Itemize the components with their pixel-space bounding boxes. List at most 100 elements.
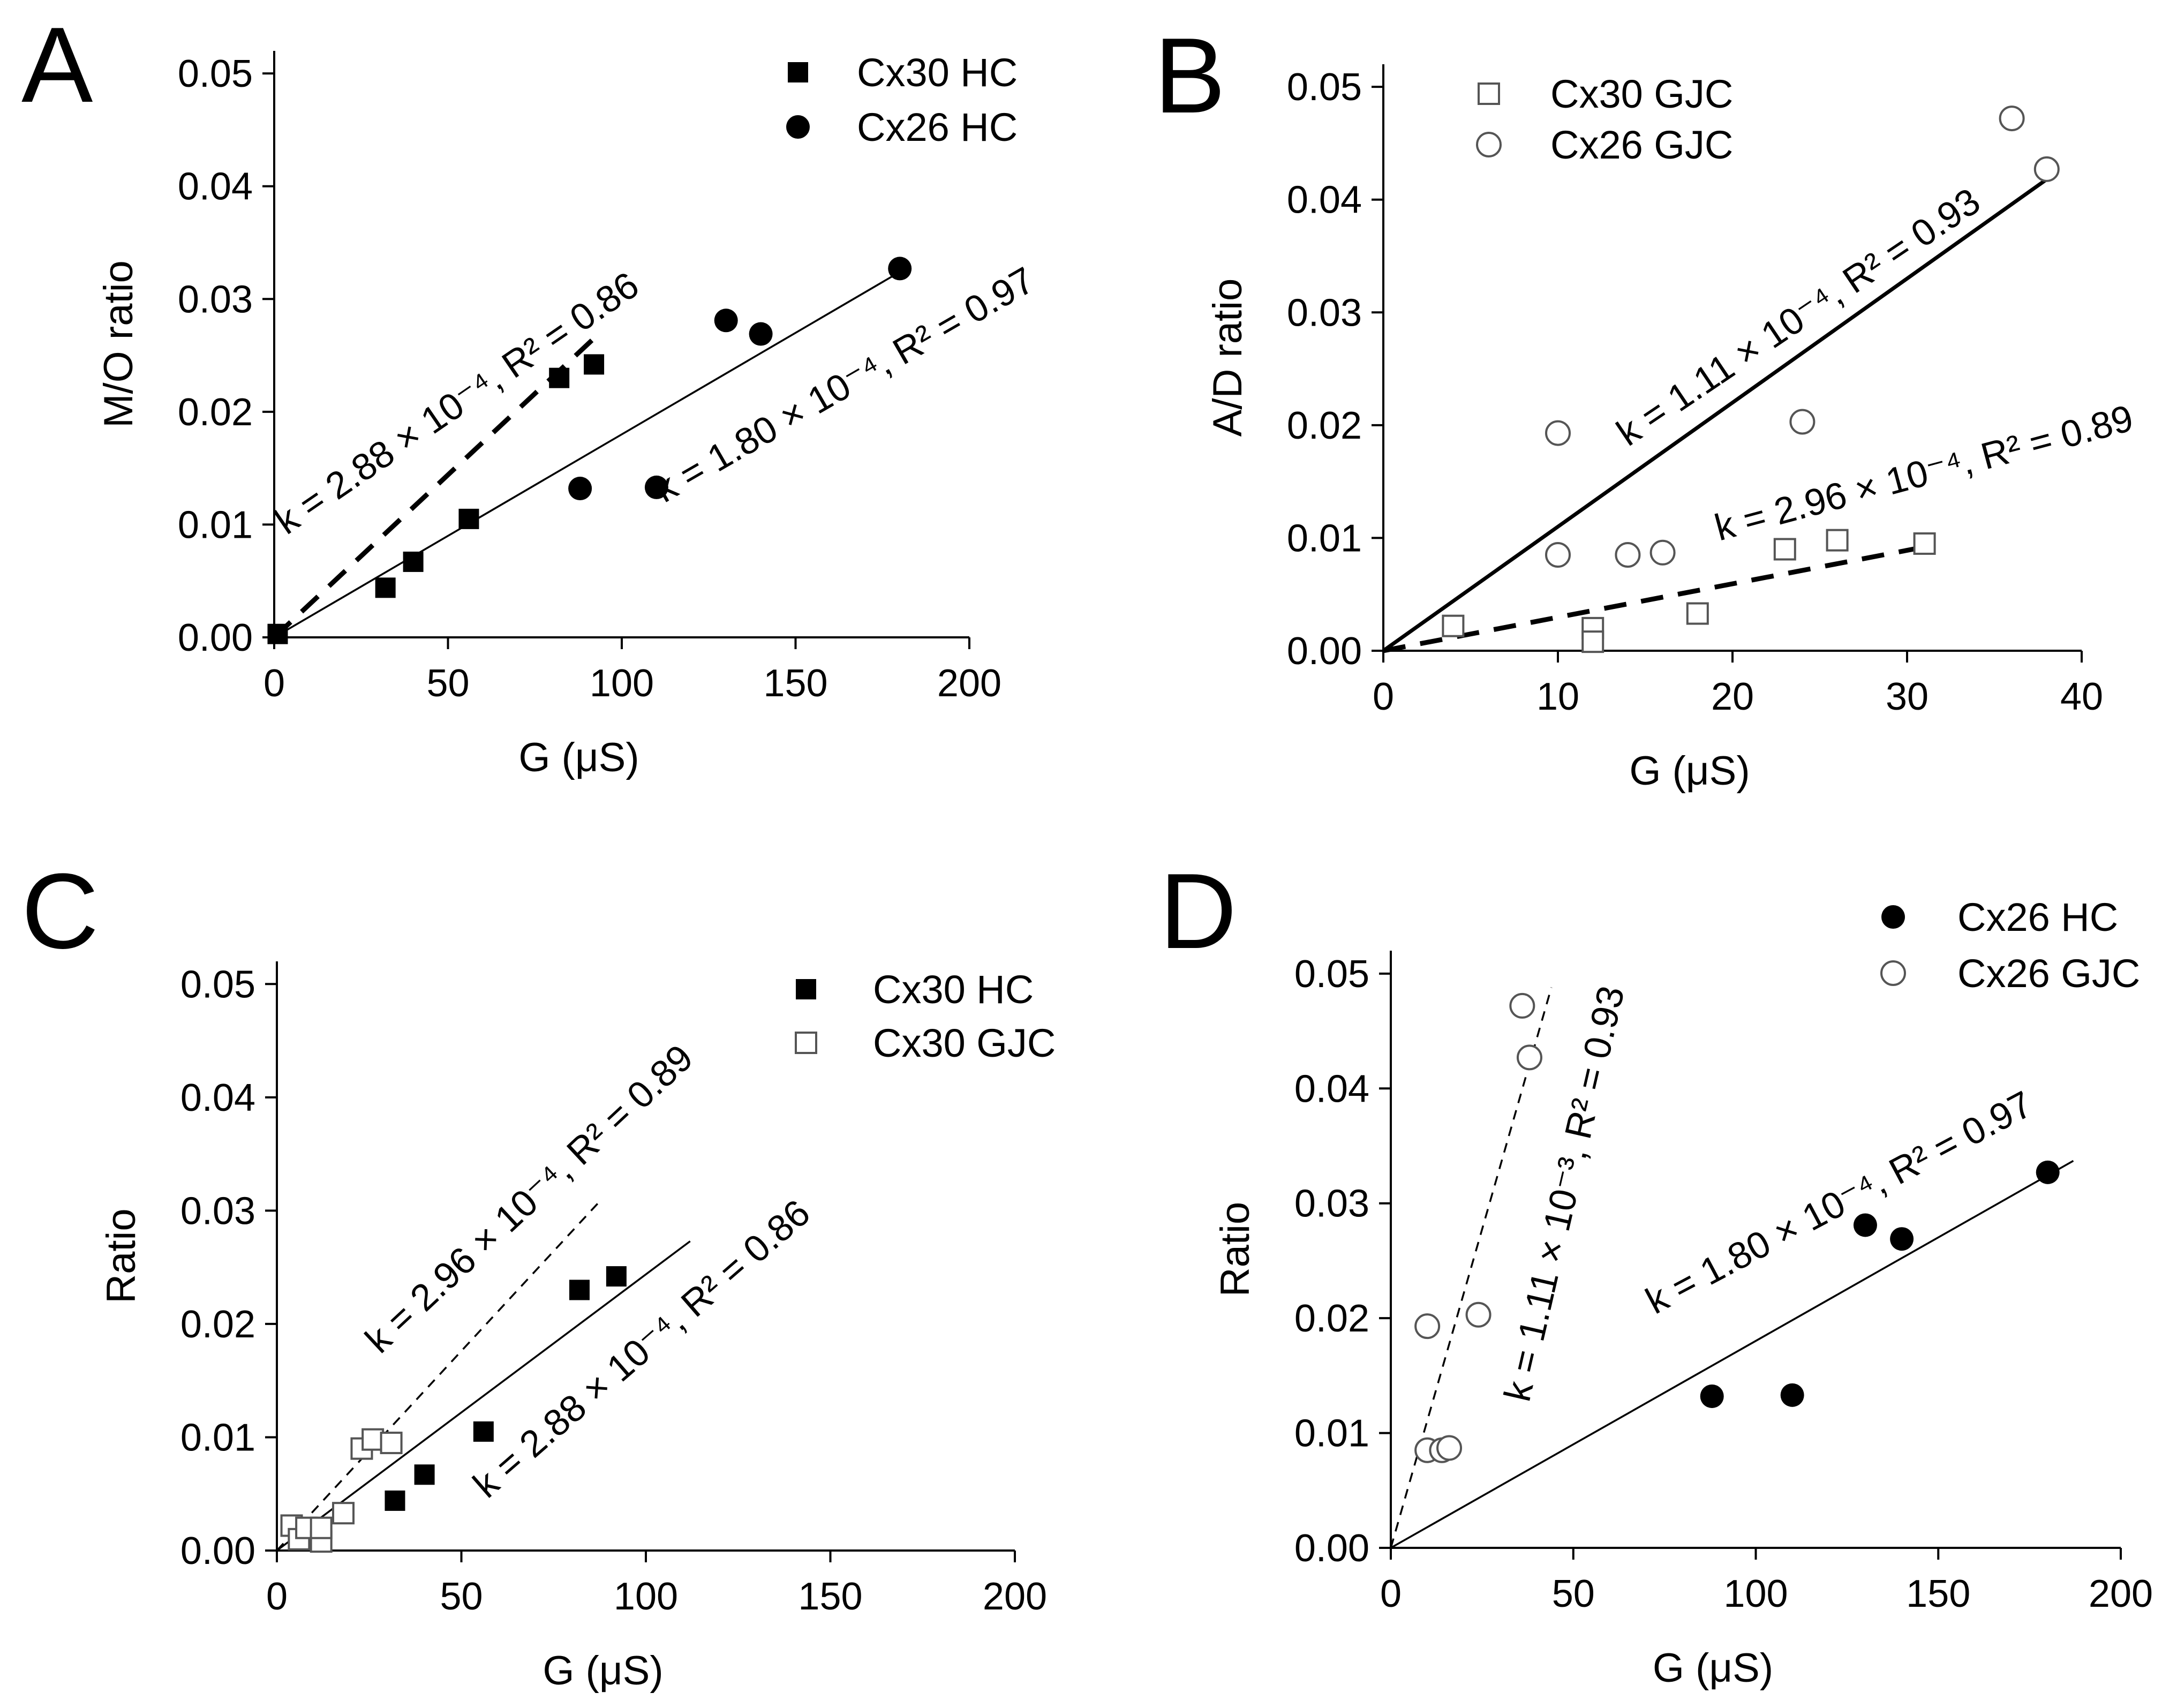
panel-d: D 0 50 100 150 200 0.00 0.01 0.02 0.03 0.04 0.05 G (… [1159, 852, 2153, 1691]
y-tick-label: 0.05 [1294, 953, 1369, 996]
data-point [414, 1464, 435, 1485]
panel-a: A 0 50 100 150 200 0.00 0.01 0.02 0.03 0.04 0.05 G (… [21, 5, 1041, 780]
data-point [1700, 1384, 1724, 1408]
y-tick-label: 0.04 [178, 165, 253, 208]
data-point [1516, 1044, 1542, 1071]
y-tick-label: 0.02 [180, 1303, 255, 1346]
data-point [606, 1266, 627, 1287]
y-tick-label: 0.03 [178, 278, 253, 321]
x-tick-label: 0 [266, 1575, 288, 1618]
y-tick-label: 0.04 [1294, 1067, 1369, 1110]
panel-letter: B [1154, 16, 1225, 136]
x-tick-label: 150 [798, 1575, 862, 1618]
y-axis-label: A/D ratio [1205, 279, 1251, 437]
x-tick-label: 20 [1711, 675, 1754, 718]
data-point [714, 309, 738, 333]
data-point [749, 322, 773, 346]
data-point [310, 1516, 333, 1539]
y-tick-label: 0.05 [178, 52, 253, 95]
data-point [1789, 409, 1816, 435]
x-tick-label: 150 [1906, 1572, 1970, 1615]
legend-label: Cx26 GJC [1957, 951, 2140, 996]
panel-letter: C [21, 852, 99, 971]
fit-annotation: k = 2.96 × 10⁻⁴, R² = 0.89 [1711, 397, 2137, 549]
fit-line [1390, 987, 1553, 1548]
data-point [1545, 542, 1571, 568]
fit-annotation: k = 2.88 × 10⁻⁴, R² = 0.86 [465, 1192, 818, 1506]
legend-label: Cx30 HC [857, 50, 1018, 95]
x-tick-label: 30 [1886, 675, 1929, 718]
data-point [361, 1428, 385, 1451]
data-point [380, 1432, 403, 1455]
data-point [1649, 539, 1676, 566]
fit-line [1390, 1160, 2074, 1549]
data-point [473, 1421, 494, 1442]
data-point [2036, 1160, 2060, 1184]
data-point [458, 508, 479, 529]
fit-line [274, 271, 901, 638]
y-tick-label: 0.03 [1294, 1183, 1369, 1225]
data-point [1615, 542, 1641, 568]
data-point [403, 551, 424, 572]
fit-annotation: k = 1.80 × 10⁻⁴, R² = 0.97 [1639, 1083, 2039, 1322]
data-point [375, 577, 396, 598]
data-point [1414, 1313, 1441, 1340]
data-point [644, 475, 668, 499]
fit-line [276, 1199, 602, 1552]
legend-marker [1476, 132, 1502, 157]
x-tick-label: 10 [1536, 675, 1579, 718]
x-tick-label: 200 [983, 1575, 1047, 1618]
y-tick-label: 0.01 [1287, 517, 1362, 560]
y-axis-label: M/O ratio [96, 260, 141, 428]
panel-c: C 0 50 100 150 200 0.00 0.01 0.02 0.03 0.04 0.05 G (… [21, 852, 1056, 1694]
fit-line [1382, 177, 2048, 652]
x-tick-label: 0 [1373, 675, 1394, 718]
data-point [1436, 1435, 1463, 1461]
x-tick-label: 100 [614, 1575, 678, 1618]
y-tick-label: 0.02 [1294, 1297, 1369, 1340]
data-point [1509, 992, 1535, 1019]
data-point [1826, 529, 1849, 552]
data-point [569, 1280, 590, 1300]
y-axis-label: Ratio [1212, 1202, 1258, 1297]
legend-label: Cx26 HC [857, 105, 1018, 149]
data-point [1442, 614, 1465, 637]
y-tick-label: 0.01 [1294, 1412, 1369, 1455]
data-point [1686, 602, 1709, 625]
y-tick-label: 0.04 [180, 1077, 255, 1119]
y-tick-label: 0.01 [178, 503, 253, 546]
panel-letter: A [21, 5, 93, 125]
data-point [1773, 538, 1796, 561]
data-point [1853, 1213, 1877, 1237]
y-tick-label: 0.03 [180, 1190, 255, 1232]
fit-line [276, 1240, 691, 1552]
y-tick-label: 0.00 [1287, 630, 1362, 673]
data-point [1780, 1383, 1804, 1407]
x-tick-label: 200 [937, 662, 1001, 705]
fit-annotation: k = 1.11 × 10⁻³, R² = 0.93 [1496, 982, 1632, 1405]
x-tick-label: 0 [263, 662, 285, 705]
legend-marker [786, 115, 810, 139]
y-axis-label: Ratio [99, 1208, 144, 1303]
x-tick-label: 100 [590, 662, 654, 705]
y-tick-label: 0.03 [1287, 291, 1362, 334]
legend-label: Cx26 HC [1957, 895, 2118, 939]
y-tick-label: 0.00 [1294, 1527, 1369, 1570]
x-tick-label: 40 [2060, 675, 2103, 718]
y-tick-label: 0.00 [178, 616, 253, 659]
legend-label: Cx30 HC [873, 967, 1034, 1012]
data-point [888, 257, 912, 281]
data-point [385, 1490, 405, 1511]
data-point [332, 1502, 355, 1525]
y-tick-label: 0.02 [1287, 404, 1362, 447]
data-point [584, 354, 605, 375]
x-tick-label: 100 [1723, 1572, 1788, 1615]
legend-marker [1881, 905, 1905, 929]
data-point [1999, 106, 2025, 132]
panel-b: B 0 10 20 30 40 0.00 0.01 0.02 0.03 0.04 0.05 G (μS)… [1154, 16, 2137, 794]
fit-line [1383, 544, 1925, 653]
legend-marker [788, 62, 808, 82]
data-point [1913, 532, 1936, 555]
data-point [1545, 420, 1571, 446]
